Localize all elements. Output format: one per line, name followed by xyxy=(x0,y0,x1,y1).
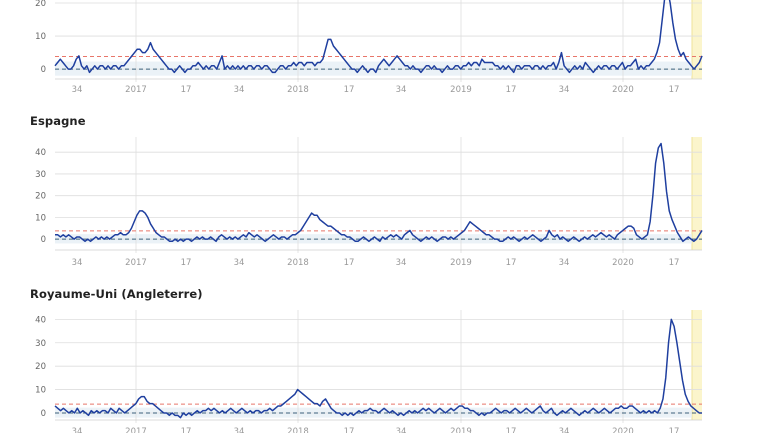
x-tick-label: 34 xyxy=(72,85,83,95)
y-tick-label: 20 xyxy=(35,192,46,202)
x-tick-label: 34 xyxy=(234,427,245,433)
x-tick-label: 17 xyxy=(181,258,192,268)
x-tick-label: 34 xyxy=(396,427,407,433)
x-tick-label: 34 xyxy=(396,258,407,268)
y-tick-label: 10 xyxy=(35,32,46,42)
current-period-highlight xyxy=(692,0,702,79)
x-tick-label: 17 xyxy=(344,258,355,268)
x-tick-label: 17 xyxy=(506,427,517,433)
y-tick-label: 40 xyxy=(35,148,46,158)
y-tick-label: 0 xyxy=(41,65,46,75)
y-tick-label: 0 xyxy=(41,409,46,419)
x-tick-label: 17 xyxy=(344,427,355,433)
chart-panel-2: 0 10 20 30 40 34 2017 17 34 2018 17 34 2019 17 34 2020 1… xyxy=(35,137,703,268)
x-tick-label: 2017 xyxy=(125,85,147,95)
y-tick-label: 0 xyxy=(41,235,46,245)
x-tick-label: 17 xyxy=(669,85,680,95)
x-tick-label: 17 xyxy=(506,258,517,268)
x-tick-label: 34 xyxy=(559,258,570,268)
y-tick-label: 10 xyxy=(35,213,46,223)
x-tick-label: 2020 xyxy=(612,85,634,95)
y-tick-label: 30 xyxy=(35,170,46,180)
x-tick-label: 2018 xyxy=(287,258,309,268)
x-tick-label: 34 xyxy=(234,85,245,95)
x-tick-label: 2017 xyxy=(125,427,147,433)
x-tick-label: 2017 xyxy=(125,258,147,268)
x-tick-label: 2019 xyxy=(450,427,472,433)
x-tick-label: 2020 xyxy=(612,258,634,268)
x-tick-label: 2019 xyxy=(450,258,472,268)
y-tick-label: 20 xyxy=(35,362,46,372)
x-tick-label: 17 xyxy=(506,85,517,95)
x-tick-label: 34 xyxy=(559,85,570,95)
x-tick-label: 17 xyxy=(181,85,192,95)
x-tick-label: 2020 xyxy=(612,427,634,433)
x-tick-label: 34 xyxy=(72,427,83,433)
series-line xyxy=(54,318,702,419)
x-tick-label: 17 xyxy=(181,427,192,433)
x-tick-label: 2018 xyxy=(287,85,309,95)
x-tick-label: 17 xyxy=(669,258,680,268)
series-line xyxy=(54,0,703,74)
series-line xyxy=(55,142,703,243)
x-tick-label: 2019 xyxy=(450,85,472,95)
current-period-highlight xyxy=(692,310,702,420)
x-tick-label: 17 xyxy=(669,427,680,433)
y-tick-label: 30 xyxy=(35,339,46,349)
x-tick-label: 34 xyxy=(234,258,245,268)
x-tick-label: 34 xyxy=(559,427,570,433)
current-period-highlight xyxy=(692,137,702,250)
chart-panel-3: 0 10 20 30 40 34 2017 17 34 2018 17 34 2019 17 34 2020 1… xyxy=(35,310,702,433)
panel-title-2: Espagne xyxy=(30,114,86,128)
y-tick-label: 40 xyxy=(35,315,46,325)
x-tick-label: 2018 xyxy=(287,427,309,433)
x-tick-label: 17 xyxy=(344,85,355,95)
x-tick-label: 34 xyxy=(396,85,407,95)
panel-title-3: Royaume-Uni (Angleterre) xyxy=(30,287,203,301)
chart-panel-1: 0 10 20 34 2017 17 34 2018 17 34 2019 17 34 2020 17 xyxy=(35,0,703,95)
y-tick-label: 10 xyxy=(35,386,46,396)
y-tick-label: 20 xyxy=(35,0,46,9)
x-tick-label: 34 xyxy=(72,258,83,268)
